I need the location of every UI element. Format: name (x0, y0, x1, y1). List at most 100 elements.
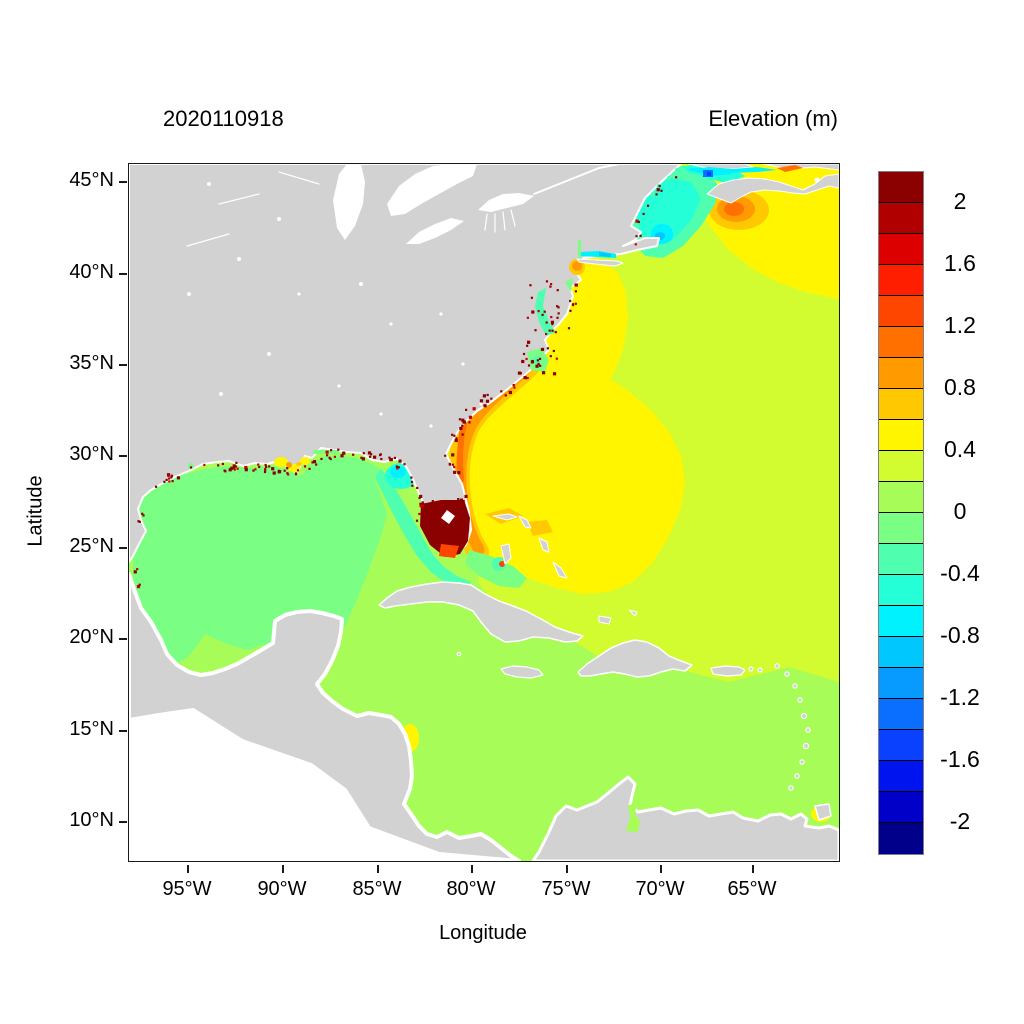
map-canvas (129, 164, 839, 861)
coastal-high-cell (567, 327, 571, 330)
finger-lake (510, 209, 516, 227)
coastal-high-cell (457, 471, 461, 475)
coastal-high-cell (557, 312, 560, 315)
coastal-high-cell (244, 468, 248, 472)
colorbar-segment (879, 513, 923, 544)
coastal-high-cell (223, 469, 226, 472)
coastal-high-cell (388, 456, 391, 459)
coastal-high-cell (330, 449, 333, 452)
coastal-high-cell (325, 450, 329, 454)
coastal-high-cell (141, 512, 144, 515)
coastal-high-cell (556, 289, 559, 292)
lesser-antilles-island (805, 727, 811, 733)
coastal-high-cell (448, 463, 452, 466)
coastal-high-cell (527, 364, 531, 367)
colorbar (878, 171, 924, 855)
colorbar-segment (879, 544, 923, 575)
coastal-high-cell (430, 516, 434, 520)
colorbar-tick-label: 1.2 (944, 312, 976, 338)
colorbar-segment (879, 637, 923, 668)
coastal-high-cell (525, 357, 528, 361)
ny-bight-orange (572, 261, 582, 271)
coastal-high-cell (362, 452, 365, 455)
coastal-high-cell (418, 512, 421, 516)
maine-coast-green-cell (674, 167, 680, 173)
coastal-high-cell (163, 480, 166, 483)
colorbar-segment (879, 668, 923, 699)
lesser-antilles-island (784, 671, 790, 677)
coastal-high-cell (468, 415, 473, 419)
coastal-high-cell (453, 470, 457, 474)
y-tick-label: 35°N (69, 352, 114, 374)
coastal-high-cell (419, 502, 422, 505)
virgin-islands (748, 666, 754, 672)
coastal-high-cell (333, 455, 336, 458)
apalachee-setdown-core (390, 466, 406, 478)
coastal-high-cell (472, 407, 476, 411)
y-tick-mark (119, 181, 127, 183)
north-america-land (129, 164, 682, 563)
coastal-high-cell (550, 315, 553, 319)
coastal-high-cell (268, 465, 271, 468)
cayman-island (456, 651, 462, 657)
coastal-high-cell (395, 465, 398, 468)
coastal-high-cell (411, 484, 414, 487)
coastal-high-cell (258, 465, 261, 469)
small-lake (359, 282, 363, 286)
coastal-high-cell (529, 284, 532, 287)
x-tick-mark (377, 865, 379, 873)
great-inagua (598, 615, 612, 625)
lake-michigan (333, 164, 365, 240)
coastal-high-cell (639, 234, 642, 237)
grand-bahama (492, 513, 518, 521)
maine-coast-green-cell (666, 175, 672, 181)
coastal-high-cell (244, 465, 248, 470)
long-island (576, 258, 624, 267)
y-tick-label: 30°N (69, 443, 114, 465)
coastal-high-cell (461, 499, 465, 504)
coastal-high-cell (416, 486, 419, 490)
coastal-high-cell (263, 470, 267, 474)
lake-okeechobee (441, 510, 455, 524)
coastal-high-cell (675, 176, 678, 179)
river-line (278, 171, 320, 185)
finger-lake (502, 211, 506, 231)
lesser-antilles-island (794, 773, 800, 779)
coastal-high-cell (165, 478, 168, 482)
coastal-high-cell (234, 465, 238, 468)
coastal-high-cell (221, 462, 225, 466)
colorbar-segment (879, 761, 923, 792)
cuba (378, 581, 584, 643)
maine-coast-green-cell (682, 173, 688, 179)
coastal-high-cell (537, 309, 540, 313)
river-line (218, 193, 260, 205)
coastal-high-cell (545, 280, 549, 283)
coastal-high-cell (236, 467, 239, 470)
se-yellow-tongue (459, 356, 685, 594)
x-tick-label: 70°W (635, 878, 685, 900)
coastal-high-cell (530, 296, 534, 299)
small-lake (461, 362, 465, 366)
coastal-high-cell (136, 584, 141, 589)
coastal-high-cell (530, 360, 535, 364)
coastal-high-cell (541, 313, 544, 316)
lake-erie (406, 218, 464, 244)
coastal-high-cell (482, 394, 487, 398)
coastal-high-cell (453, 434, 456, 437)
virgin-islands (757, 667, 763, 673)
coastal-high-cell (660, 189, 663, 192)
coastal-high-cell (551, 323, 554, 326)
coastal-high-cell (287, 473, 290, 476)
coastal-high-cell (264, 469, 267, 472)
jamaica (500, 665, 544, 679)
y-tick-mark (119, 273, 127, 275)
coastal-high-cell (539, 364, 542, 367)
x-tick-label: 95°W (162, 878, 212, 900)
y-tick-mark (119, 638, 127, 640)
coastal-high-cell (635, 235, 638, 238)
coastal-high-cell (286, 472, 289, 475)
coastal-high-cell (422, 502, 425, 506)
coastal-high-cell (328, 456, 331, 459)
bras-dor-lake (814, 177, 820, 183)
bahamas-gold-patch-2 (527, 520, 553, 536)
